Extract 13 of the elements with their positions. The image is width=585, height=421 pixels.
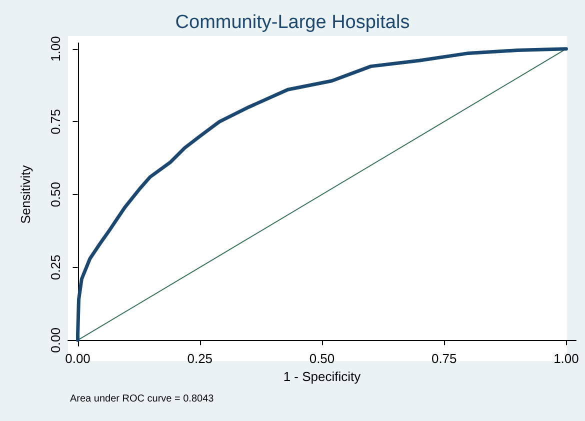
y-tick-label: 0.50: [48, 182, 63, 208]
y-tick-label: 0.75: [48, 109, 63, 134]
y-tick-label: 0.25: [48, 254, 63, 280]
x-tick-label: 0.25: [187, 351, 213, 366]
x-tick-label: 1.00: [554, 351, 579, 366]
text: Area under ROC curve = 0.8043: [70, 394, 214, 404]
y-axis-title: Sensitivity: [18, 164, 33, 224]
x-axis-title: 1 - Specificity: [283, 368, 362, 384]
x-tick-label: 0.50: [309, 351, 335, 366]
x-tick-label: 0.00: [65, 351, 90, 366]
chart-title: Community-Large Hospitals: [175, 12, 410, 33]
y-tick-label: 1.00: [48, 36, 63, 62]
x-tick-label: 0.75: [431, 351, 457, 366]
